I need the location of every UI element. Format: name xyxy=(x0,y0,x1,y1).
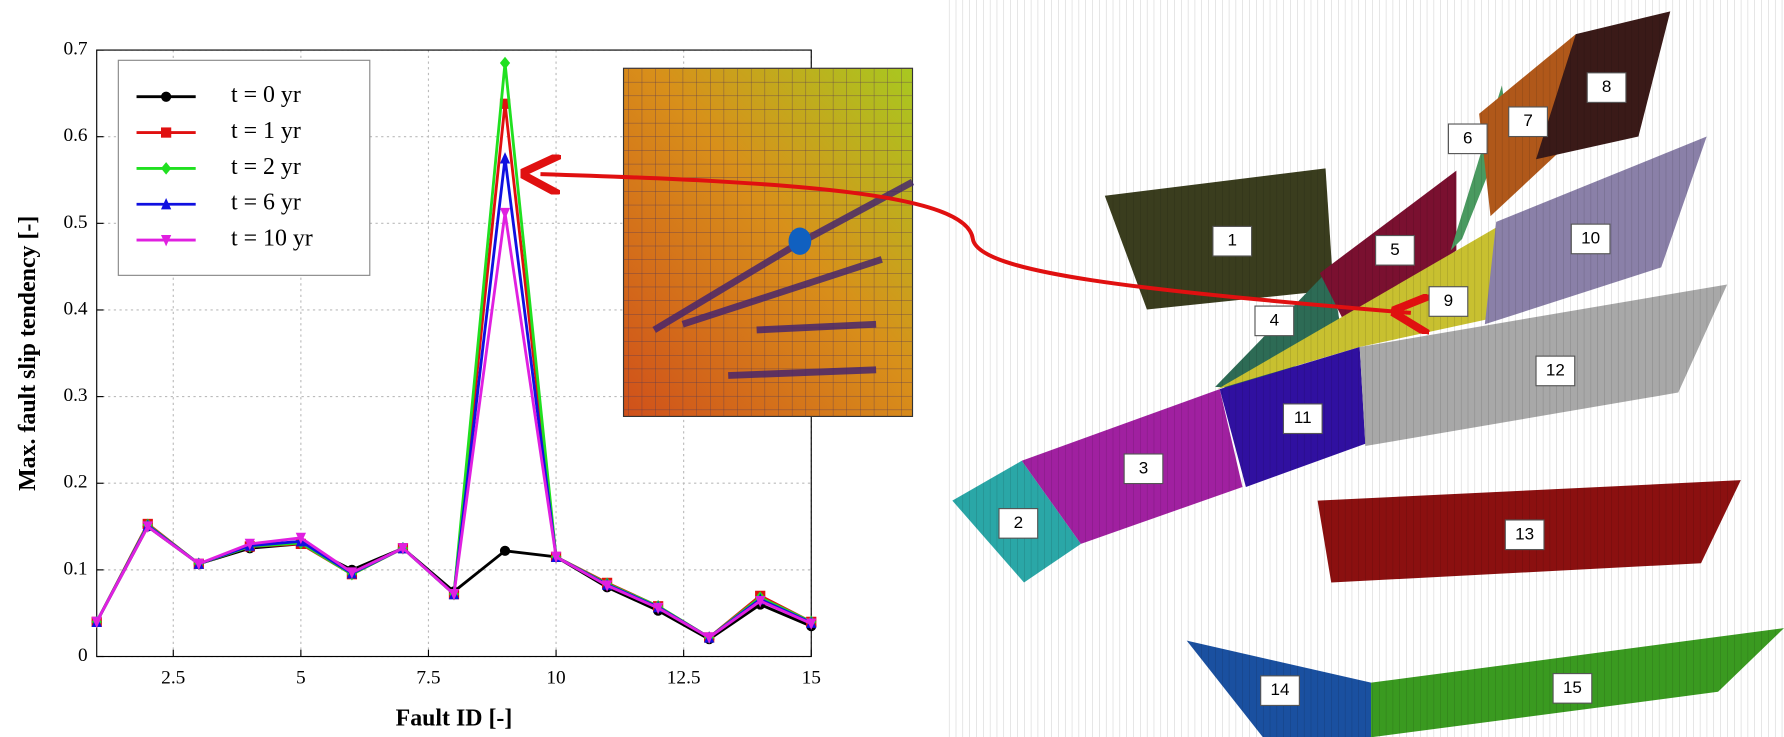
point xyxy=(91,616,102,629)
point xyxy=(806,618,817,630)
point xyxy=(653,602,664,615)
fault-label-box xyxy=(1375,234,1415,266)
legend: t = 0 yr t = 1 yr t = 2 yr t = 6 yr t = 10 y… xyxy=(117,59,371,276)
fault-label: 12 xyxy=(1546,360,1565,379)
legend-label: t = 1 yr xyxy=(231,118,301,144)
point xyxy=(499,545,511,556)
fault-label: 10 xyxy=(1581,228,1600,247)
point xyxy=(397,543,409,555)
point xyxy=(601,580,613,592)
fault-label-box xyxy=(1260,675,1300,707)
fault-label: 3 xyxy=(1139,458,1148,477)
x-axis-title: Fault ID [-] xyxy=(396,706,513,732)
point xyxy=(499,207,511,220)
point xyxy=(160,234,172,247)
fault-label-box xyxy=(1586,72,1627,103)
point xyxy=(160,197,172,210)
y-tick-label: 0 xyxy=(78,645,88,666)
y-tick-label: 0.7 xyxy=(63,39,87,60)
fault-label-box xyxy=(1254,305,1295,337)
point xyxy=(160,162,172,175)
point xyxy=(142,521,153,533)
point xyxy=(295,532,306,545)
fault-label: 7 xyxy=(1523,111,1532,130)
y-tick-label: 0.1 xyxy=(63,558,87,579)
fault-label-box xyxy=(998,508,1039,539)
x-tick-label: 15 xyxy=(802,668,821,689)
fault-label: 6 xyxy=(1463,128,1472,147)
fault-label-box xyxy=(1123,453,1164,485)
fault-label-box xyxy=(1508,106,1548,138)
point xyxy=(499,56,511,70)
legend-label: t = 0 yr xyxy=(231,82,301,108)
point xyxy=(160,127,172,138)
fault-label: 14 xyxy=(1271,680,1290,699)
y-tick-label: 0.5 xyxy=(63,212,87,233)
fault-label: 9 xyxy=(1444,291,1453,310)
fault-label-box xyxy=(1212,225,1253,257)
x-tick-label: 5 xyxy=(296,668,306,689)
point xyxy=(448,589,460,601)
fault-label-box xyxy=(1552,673,1593,704)
point xyxy=(160,91,172,102)
fault-label-box xyxy=(1428,286,1469,317)
fault-label: 8 xyxy=(1602,77,1611,96)
legend-label: t = 6 yr xyxy=(231,190,301,216)
fault-label: 1 xyxy=(1227,231,1236,250)
fault-label: 2 xyxy=(1014,513,1023,532)
x-tick-label: 7.5 xyxy=(416,668,440,689)
fault-label: 13 xyxy=(1515,524,1534,543)
point xyxy=(346,567,358,579)
y-tick-label: 0.3 xyxy=(63,385,87,406)
scaled-root: 00.10.20.30.40.50.60.72.5 5 7.5 10 12.5 15Fau… xyxy=(15,0,1784,737)
point xyxy=(704,632,715,644)
x-tick-label: 2.5 xyxy=(161,668,185,689)
fault-label-box xyxy=(1282,403,1323,435)
point xyxy=(755,595,766,608)
fault-label-box xyxy=(1570,223,1611,255)
point xyxy=(193,558,204,571)
fault-label-box xyxy=(1535,355,1576,387)
fault-label: 11 xyxy=(1294,408,1312,427)
y-tick-label: 0.6 xyxy=(63,125,87,146)
point xyxy=(499,152,511,164)
fault-label: 4 xyxy=(1270,310,1279,329)
legend-label: t = 2 yr xyxy=(231,154,301,180)
fault-label: 15 xyxy=(1563,678,1582,697)
y-tick-label: 0.2 xyxy=(63,472,87,493)
faults xyxy=(944,0,1784,737)
arrow xyxy=(540,174,1410,313)
y-axis-title: Max. fault slip tendency [-] xyxy=(15,216,41,491)
inset-mesh xyxy=(622,67,915,418)
point xyxy=(244,538,255,551)
legend-label: t = 10 yr xyxy=(231,226,313,252)
y-tick-label: 0.4 xyxy=(63,298,87,319)
x-tick-label: 10 xyxy=(546,668,565,689)
fault-label-box xyxy=(1447,123,1488,155)
fault-label: 5 xyxy=(1390,240,1399,259)
fault-label-box xyxy=(1504,519,1545,551)
x-tick-label: 12.5 xyxy=(667,668,701,689)
point xyxy=(550,551,562,564)
point xyxy=(499,98,511,109)
